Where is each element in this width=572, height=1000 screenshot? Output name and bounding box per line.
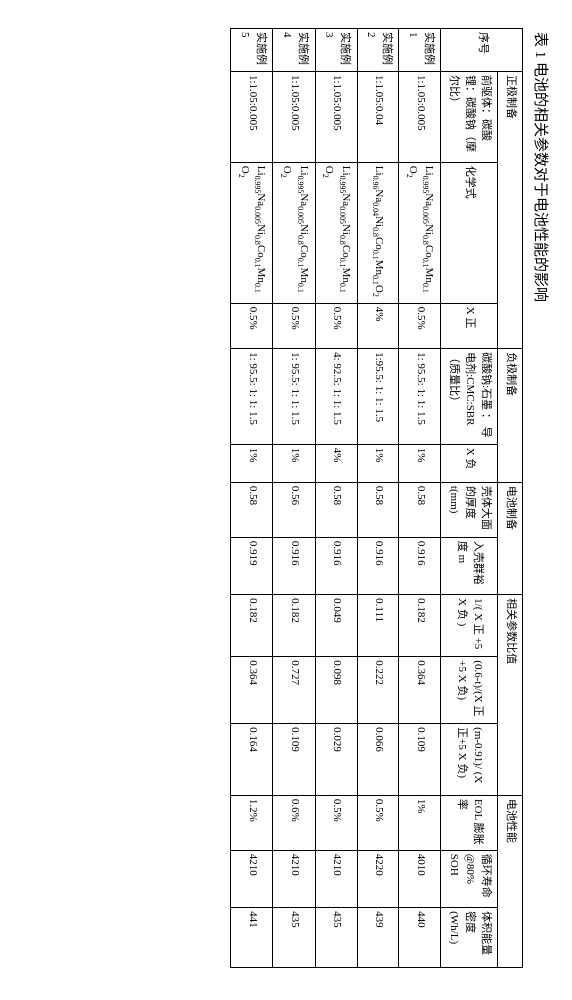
cell-prep2: 0.916 xyxy=(273,537,315,594)
cell-pos1: 1:1.05:0.005 xyxy=(398,72,440,163)
cell-pf1: 1% xyxy=(398,795,440,850)
table-row: 实施例 41:1.05:0.005Li0.995Na0.005Ni0.8Co0.… xyxy=(273,29,315,968)
col-pf1: EOL 膨胀率 xyxy=(441,795,498,850)
cell-par1: 0.182 xyxy=(231,595,273,657)
cell-par3: 0.066 xyxy=(358,724,399,796)
cell-par3: 0.109 xyxy=(398,724,440,796)
cell-prep1: 0.58 xyxy=(398,482,440,537)
cell-par2: 0.222 xyxy=(358,657,399,724)
cell-par2: 0.098 xyxy=(315,657,357,724)
cell-pos2: Li0.96Na0.04Ni0.8Co0.1Mn0.1O2 xyxy=(358,162,399,303)
cell-pf2: 4010 xyxy=(398,850,440,907)
cell-pf3: 439 xyxy=(358,908,399,968)
cell-pf3: 435 xyxy=(273,908,315,968)
group-header-row: 序号 正极制备 负极制备 电池制备 相关参数比值 电池性能 xyxy=(498,29,523,968)
table-row: 实施例 31:1.05:0.005Li0.995Na0.005Ni0.8Co0.… xyxy=(315,29,357,968)
cell-seq: 实施例 1 xyxy=(398,29,440,72)
cell-pos3: 0.5% xyxy=(273,303,315,348)
cell-seq: 实施例 4 xyxy=(273,29,315,72)
cell-pf1: 0.5% xyxy=(315,795,357,850)
cell-neg2: 1% xyxy=(398,444,440,482)
cell-neg1: 1: 95.5: 1: 1: 1.5 xyxy=(273,349,315,445)
cell-neg1: 1: 95.5: 1: 1: 1.5 xyxy=(398,349,440,445)
table-row: 实施例 21:1.05:0.04Li0.96Na0.04Ni0.8Co0.1Mn… xyxy=(358,29,399,968)
table-body: 实施例 11:1.05:0.005Li0.995Na0.005Ni0.8Co0.… xyxy=(231,29,441,968)
cell-prep1: 0.58 xyxy=(358,482,399,537)
grp-prep: 电池制备 xyxy=(498,482,523,594)
col-par1: 1/( X 正 +5 X 负 ) xyxy=(441,595,498,657)
cell-pos2: Li0.995Na0.005Ni0.8Co0.1Mn0.1O2 xyxy=(231,162,273,303)
col-pf2: 循环寿命 @80% SOH xyxy=(441,850,498,907)
table-row: 实施例 11:1.05:0.005Li0.995Na0.005Ni0.8Co0.… xyxy=(398,29,440,968)
cell-prep1: 0.58 xyxy=(231,482,273,537)
table-caption: 表 1 电池的相关参数对于电池性能的影响 xyxy=(531,32,552,972)
cell-neg2: 1% xyxy=(231,444,273,482)
cell-par3: 0.029 xyxy=(315,724,357,796)
cell-pos3: 0.5% xyxy=(315,303,357,348)
col-par2: (0.6-t)/(X 正+5 X 负) xyxy=(441,657,498,724)
cell-seq: 实施例 2 xyxy=(358,29,399,72)
cell-pf2: 4210 xyxy=(315,850,357,907)
col-pf3: 体积能量密度 (Wh/L) xyxy=(441,908,498,968)
cell-prep2: 0.916 xyxy=(398,537,440,594)
cell-pos2: Li0.995Na0.005Ni0.8Co0.1Mn0.1O2 xyxy=(398,162,440,303)
cell-pos1: 1:1.05:0.005 xyxy=(273,72,315,163)
cell-prep2: 0.919 xyxy=(231,537,273,594)
cell-pf3: 440 xyxy=(398,908,440,968)
cell-neg1: 1: 95.5: 1: 1: 1.5 xyxy=(231,349,273,445)
cell-pos2: Li0.995Na0.005Ni0.8Co0.1Mn0.1O2 xyxy=(315,162,357,303)
table-row: 实施例 51:1.05:0.005Li0.995Na0.005Ni0.8Co0.… xyxy=(231,29,273,968)
cell-neg1: 1:95.5: 1: 1: 1.5 xyxy=(358,349,399,445)
col-neg1: 碳酸钠:石墨 ： 导 电剂:CMC:SBR（质量比） xyxy=(441,349,498,445)
col-pos1: 前驱体：碳酸锂：碳酸钠（摩尔比） xyxy=(441,72,498,163)
cell-pf3: 441 xyxy=(231,908,273,968)
cell-par3: 0.109 xyxy=(273,724,315,796)
cell-pf1: 0.5% xyxy=(358,795,399,850)
grp-perf: 电池性能 xyxy=(498,795,523,967)
cell-pos1: 1:1.05:0.005 xyxy=(231,72,273,163)
cell-par1: 0.111 xyxy=(358,595,399,657)
cell-pf1: 0.6% xyxy=(273,795,315,850)
grp-negative: 负极制备 xyxy=(498,349,523,483)
sub-header-row: 前驱体：碳酸锂：碳酸钠（摩尔比） 化学式 X 正 碳酸钠:石墨 ： 导 电剂:C… xyxy=(441,29,498,968)
cell-neg2: 1% xyxy=(273,444,315,482)
col-neg2: X 负 xyxy=(441,444,498,482)
col-pos3: X 正 xyxy=(441,303,498,348)
cell-neg2: 4% xyxy=(315,444,357,482)
cell-neg1: 4: 92.5: 1: 1: 1.5 xyxy=(315,349,357,445)
cell-pf2: 4210 xyxy=(231,850,273,907)
cell-par1: 0.182 xyxy=(273,595,315,657)
cell-par2: 0.364 xyxy=(231,657,273,724)
cell-pos3: 0.5% xyxy=(398,303,440,348)
cell-par1: 0.049 xyxy=(315,595,357,657)
col-par3: (m-0.91)/ (X 正+5 X 负) xyxy=(441,724,498,796)
cell-prep2: 0.916 xyxy=(315,537,357,594)
cell-pos2: Li0.995Na0.005Ni0.8Co0.1Mn0.1O2 xyxy=(273,162,315,303)
col-prep2: 入壳群裕度 m xyxy=(441,537,498,594)
col-prep1: 壳体大面的厚度 t(mm) xyxy=(441,482,498,537)
cell-pf3: 435 xyxy=(315,908,357,968)
cell-seq: 实施例 5 xyxy=(231,29,273,72)
cell-pf2: 4210 xyxy=(273,850,315,907)
cell-pos1: 1:1.05:0.04 xyxy=(358,72,399,163)
cell-par3: 0.164 xyxy=(231,724,273,796)
cell-par2: 0.727 xyxy=(273,657,315,724)
cell-prep1: 0.56 xyxy=(273,482,315,537)
cell-pos3: 4% xyxy=(358,303,399,348)
cell-neg2: 1% xyxy=(358,444,399,482)
col-pos2: 化学式 xyxy=(441,162,498,303)
data-table: 序号 正极制备 负极制备 电池制备 相关参数比值 电池性能 前驱体：碳酸锂：碳酸… xyxy=(230,28,523,968)
cell-par2: 0.364 xyxy=(398,657,440,724)
grp-positive: 正极制备 xyxy=(498,72,523,349)
cell-par1: 0.182 xyxy=(398,595,440,657)
cell-pf1: 1.2% xyxy=(231,795,273,850)
grp-params: 相关参数比值 xyxy=(498,595,523,796)
col-seq: 序号 xyxy=(441,29,523,72)
cell-pos3: 0.5% xyxy=(231,303,273,348)
cell-pos1: 1:1.05:0.005 xyxy=(315,72,357,163)
cell-pf2: 4220 xyxy=(358,850,399,907)
cell-seq: 实施例 3 xyxy=(315,29,357,72)
cell-prep2: 0.916 xyxy=(358,537,399,594)
cell-prep1: 0.58 xyxy=(315,482,357,537)
